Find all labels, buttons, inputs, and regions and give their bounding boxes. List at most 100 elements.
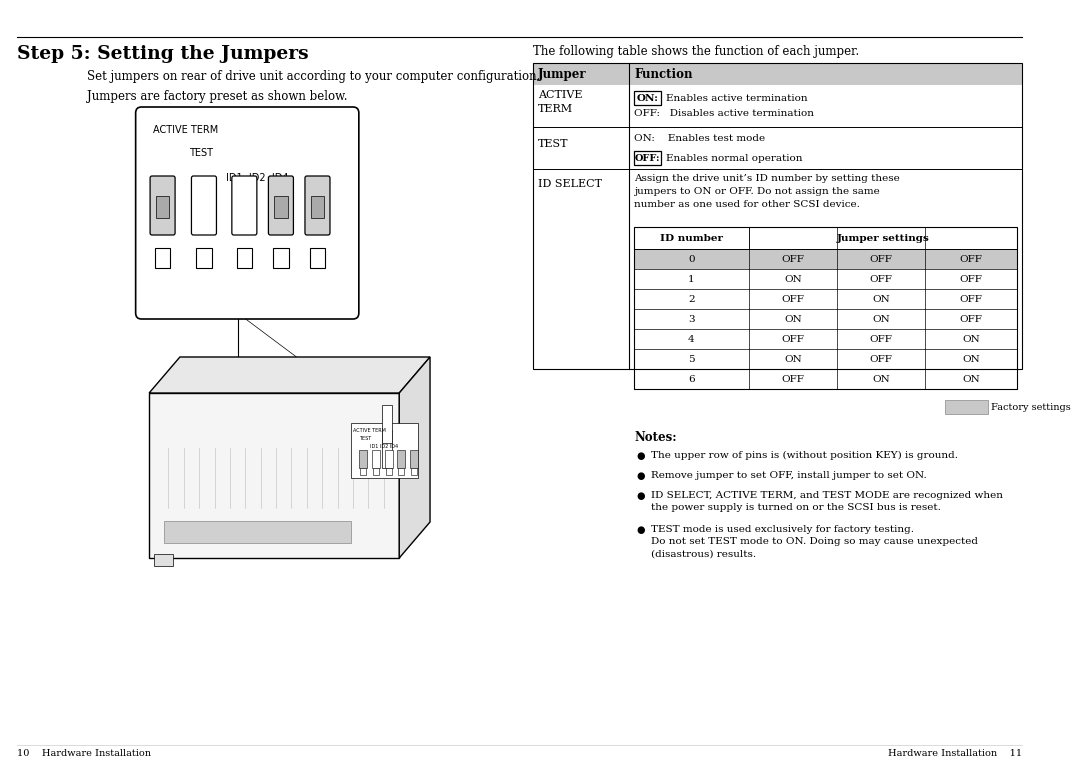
Bar	[532, 63, 1022, 369]
Text: ●: ●	[637, 451, 646, 461]
Text: 0: 0	[688, 255, 694, 263]
Text: ON: ON	[784, 355, 801, 363]
Text: OFF: OFF	[959, 314, 983, 324]
Text: OFF: OFF	[782, 255, 805, 263]
Text: OFF: OFF	[869, 255, 892, 263]
Text: OFF:   Disables active termination: OFF: Disables active termination	[634, 109, 814, 118]
Text: 3: 3	[688, 314, 694, 324]
Text: Set jumpers on rear of drive unit according to your computer configuration.
Jump: Set jumpers on rear of drive unit accord…	[86, 70, 540, 103]
Text: Function: Function	[634, 67, 692, 81]
Text: OFF: OFF	[869, 275, 892, 284]
Text: OFF: OFF	[959, 295, 983, 304]
Text: 1: 1	[688, 275, 694, 284]
FancyBboxPatch shape	[136, 107, 359, 319]
Bar	[274, 196, 287, 218]
Text: ON: ON	[872, 375, 890, 384]
Bar	[945, 400, 988, 414]
Text: ON: ON	[784, 275, 801, 284]
Bar	[273, 248, 288, 268]
Bar	[156, 196, 170, 218]
Bar	[197, 248, 212, 268]
Bar	[311, 196, 324, 218]
Text: OFF:: OFF:	[635, 153, 660, 163]
FancyBboxPatch shape	[232, 176, 257, 235]
Text: OFF: OFF	[869, 334, 892, 343]
Bar	[382, 430, 392, 468]
Text: Assign the drive unit’s ID number by setting these
jumpers to ON or OFF. Do not : Assign the drive unit’s ID number by set…	[634, 174, 900, 209]
Text: ON: ON	[962, 334, 980, 343]
Text: Jumper settings: Jumper settings	[837, 233, 929, 243]
Text: ON: ON	[962, 375, 980, 384]
Text: ID SELECT, ACTIVE TERM, and TEST MODE are recognized when
the power supply is tu: ID SELECT, ACTIVE TERM, and TEST MODE ar…	[651, 491, 1003, 513]
Text: 4: 4	[688, 334, 694, 343]
Bar	[410, 468, 417, 475]
Polygon shape	[149, 393, 400, 558]
Bar	[237, 248, 252, 268]
Text: Enables active termination: Enables active termination	[665, 94, 808, 102]
Bar	[634, 249, 1017, 269]
Text: ID number: ID number	[660, 233, 723, 243]
Bar	[154, 248, 171, 268]
Text: Remove jumper to set OFF, install jumper to set ON.: Remove jumper to set OFF, install jumper…	[651, 471, 927, 480]
Bar	[409, 450, 418, 468]
Text: OFF: OFF	[782, 334, 805, 343]
Text: ACTIVE
TERM: ACTIVE TERM	[538, 90, 582, 114]
Text: Jumper: Jumper	[538, 67, 586, 81]
FancyBboxPatch shape	[150, 176, 175, 235]
Text: Notes:: Notes:	[634, 431, 676, 444]
Bar	[397, 450, 405, 468]
Text: ON: ON	[784, 314, 801, 324]
Text: ID1  ID2  ID4: ID1 ID2 ID4	[226, 173, 288, 183]
Text: ID SELECT: ID SELECT	[538, 179, 602, 189]
Text: OFF: OFF	[869, 355, 892, 363]
Text: The upper row of pins is (without position KEY) is ground.: The upper row of pins is (without positi…	[651, 451, 958, 460]
Polygon shape	[149, 357, 430, 393]
Bar	[360, 468, 365, 475]
Text: ID1 ID2 ID4: ID1 ID2 ID4	[370, 444, 399, 449]
Text: Factory settings: Factory settings	[990, 403, 1070, 411]
Text: Hardware Installation    11: Hardware Installation 11	[888, 749, 1022, 758]
Bar	[351, 423, 418, 478]
Bar	[384, 450, 392, 468]
Text: ●: ●	[637, 491, 646, 501]
Text: TEST: TEST	[538, 139, 568, 149]
Bar	[373, 450, 380, 468]
Text: ON:    Enables test mode: ON: Enables test mode	[634, 134, 765, 143]
Text: ACTIVE TERM: ACTIVE TERM	[353, 428, 386, 433]
FancyBboxPatch shape	[269, 176, 294, 235]
Text: ON: ON	[962, 355, 980, 363]
FancyBboxPatch shape	[191, 176, 216, 235]
Bar	[374, 468, 379, 475]
Text: 6: 6	[688, 375, 694, 384]
Polygon shape	[400, 357, 430, 558]
Text: OFF: OFF	[959, 255, 983, 263]
Text: OFF: OFF	[782, 375, 805, 384]
Text: OFF: OFF	[782, 295, 805, 304]
Bar	[386, 468, 392, 475]
Text: The following table shows the function of each jumper.: The following table shows the function o…	[532, 45, 860, 58]
Text: 5: 5	[688, 355, 694, 363]
Bar	[634, 151, 661, 165]
Text: 10    Hardware Installation: 10 Hardware Installation	[17, 749, 151, 758]
Text: 2: 2	[688, 295, 694, 304]
Bar	[310, 248, 325, 268]
Text: ACTIVE TERM: ACTIVE TERM	[153, 125, 218, 135]
Bar	[382, 405, 392, 443]
Text: TEST: TEST	[359, 436, 372, 441]
Text: TEST: TEST	[189, 148, 214, 158]
FancyBboxPatch shape	[305, 176, 330, 235]
Text: Step 5: Setting the Jumpers: Step 5: Setting the Jumpers	[17, 45, 309, 63]
Text: ON: ON	[872, 314, 890, 324]
Text: ON: ON	[872, 295, 890, 304]
Text: Enables normal operation: Enables normal operation	[665, 153, 802, 163]
Text: OFF: OFF	[959, 275, 983, 284]
Text: ●: ●	[637, 525, 646, 535]
Bar	[634, 227, 1017, 389]
Bar	[163, 521, 351, 543]
Bar	[532, 63, 1022, 85]
Bar	[399, 468, 404, 475]
Bar	[154, 554, 173, 566]
Bar	[359, 450, 366, 468]
Bar	[634, 91, 661, 105]
Text: ●: ●	[637, 471, 646, 481]
